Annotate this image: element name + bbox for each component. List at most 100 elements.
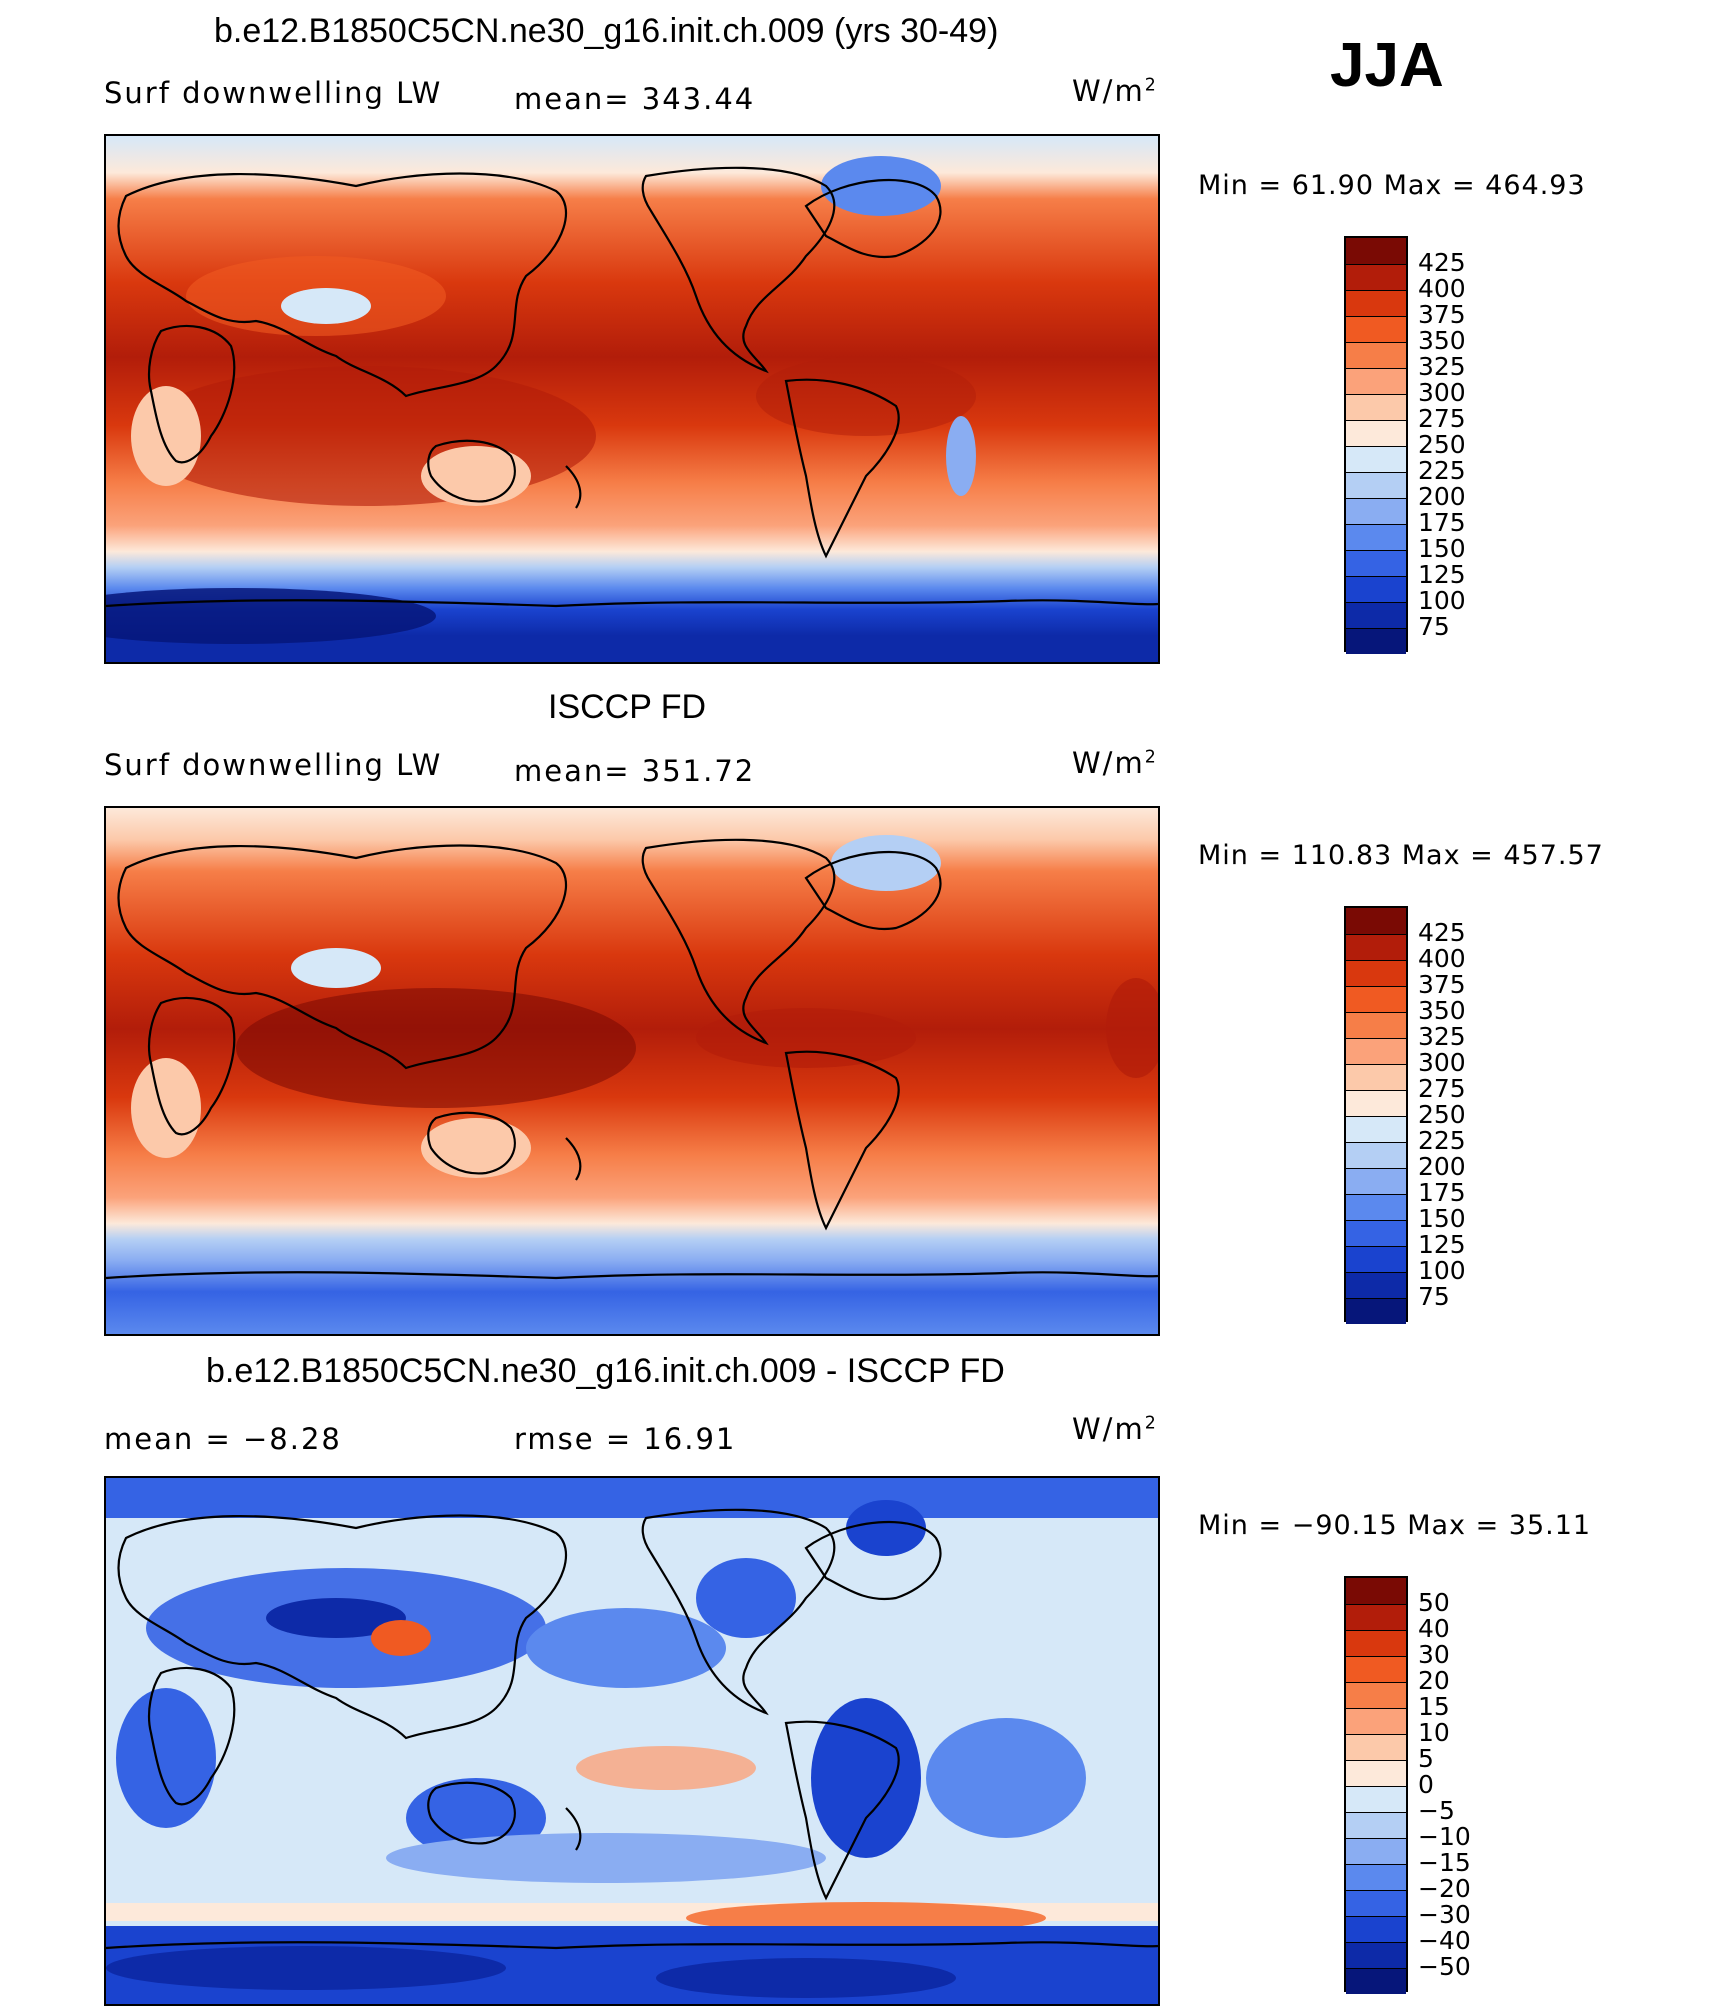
colorbar-tick-label: 400: [1418, 274, 1466, 303]
panel3-minmax: Min = −90.15 Max = 35.11: [1198, 1510, 1592, 1541]
panel1-title: b.e12.B1850C5CN.ne30_g16.init.ch.009 (yr…: [214, 12, 999, 50]
colorbar-swatch: [1346, 628, 1406, 654]
colorbar-swatch: [1346, 1064, 1406, 1090]
colorbar-swatch: [1346, 602, 1406, 628]
colorbar-swatch: [1346, 1968, 1406, 1994]
colorbar-tick-label: −5: [1418, 1796, 1455, 1825]
colorbar-tick-label: 225: [1418, 1126, 1466, 1155]
colorbar-tick-label: 150: [1418, 534, 1466, 563]
colorbar-tick-label: 75: [1418, 612, 1450, 641]
colorbar-tick-label: 100: [1418, 1256, 1466, 1285]
colorbar-tick-label: 15: [1418, 1692, 1450, 1721]
colorbar-swatch: [1346, 1246, 1406, 1272]
colorbar-swatch: [1346, 1142, 1406, 1168]
colorbar-tick-label: 375: [1418, 300, 1466, 329]
colorbar-tick-label: 175: [1418, 508, 1466, 537]
colorbar-tick-label: 0: [1418, 1770, 1434, 1799]
panel3-colorbar: [1344, 1576, 1408, 1994]
colorbar-swatch: [1346, 420, 1406, 446]
colorbar-swatch: [1346, 1734, 1406, 1760]
panel1-map: [104, 134, 1160, 664]
colorbar-swatch: [1346, 1890, 1406, 1916]
colorbar-tick-label: 300: [1418, 1048, 1466, 1077]
panel3-title: b.e12.B1850C5CN.ne30_g16.init.ch.009 - I…: [206, 1352, 1005, 1390]
colorbar-swatch: [1346, 446, 1406, 472]
panel3-mean-label: mean = −8.28: [104, 1422, 342, 1456]
colorbar-tick-label: 225: [1418, 456, 1466, 485]
colorbar-swatch: [1346, 472, 1406, 498]
colorbar-tick-label: −40: [1418, 1926, 1471, 1955]
panel1-mean-label: mean= 343.44: [514, 82, 756, 116]
colorbar-swatch: [1346, 316, 1406, 342]
colorbar-swatch: [1346, 1168, 1406, 1194]
colorbar-swatch: [1346, 1630, 1406, 1656]
colorbar-tick-label: 30: [1418, 1640, 1450, 1669]
colorbar-swatch: [1346, 1916, 1406, 1942]
colorbar-tick-label: 275: [1418, 404, 1466, 433]
colorbar-swatch: [1346, 908, 1406, 934]
colorbar-swatch: [1346, 238, 1406, 264]
colorbar-swatch: [1346, 498, 1406, 524]
colorbar-tick-label: 175: [1418, 1178, 1466, 1207]
colorbar-tick-label: 100: [1418, 586, 1466, 615]
colorbar-tick-label: −50: [1418, 1952, 1471, 1981]
colorbar-swatch: [1346, 1012, 1406, 1038]
colorbar-tick-label: 375: [1418, 970, 1466, 999]
colorbar-tick-label: 250: [1418, 1100, 1466, 1129]
panel2-title: ISCCP FD: [548, 688, 707, 726]
panel3-rmse-label: rmse = 16.91: [514, 1422, 737, 1456]
colorbar-swatch: [1346, 1682, 1406, 1708]
colorbar-tick-label: 275: [1418, 1074, 1466, 1103]
colorbar-swatch: [1346, 1272, 1406, 1298]
colorbar-swatch: [1346, 986, 1406, 1012]
colorbar-tick-label: 20: [1418, 1666, 1450, 1695]
colorbar-tick-label: 350: [1418, 996, 1466, 1025]
panel2-map: [104, 806, 1160, 1336]
season-label: JJA: [1330, 31, 1444, 100]
panel2-mean-label: mean= 351.72: [514, 754, 756, 788]
colorbar-swatch: [1346, 1656, 1406, 1682]
colorbar-swatch: [1346, 1090, 1406, 1116]
panel2-units: W/m2: [1072, 746, 1158, 780]
colorbar-tick-label: 5: [1418, 1744, 1434, 1773]
colorbar-tick-label: 75: [1418, 1282, 1450, 1311]
colorbar-swatch: [1346, 550, 1406, 576]
panel2-variable-label: Surf downwelling LW: [104, 748, 443, 782]
colorbar-swatch: [1346, 290, 1406, 316]
colorbar-swatch: [1346, 1220, 1406, 1246]
colorbar-swatch: [1346, 1604, 1406, 1630]
panel2-minmax: Min = 110.83 Max = 457.57: [1198, 840, 1604, 871]
colorbar-swatch: [1346, 1786, 1406, 1812]
colorbar-tick-label: 125: [1418, 560, 1466, 589]
panel3-map: [104, 1476, 1160, 2006]
colorbar-swatch: [1346, 1194, 1406, 1220]
colorbar-swatch: [1346, 1038, 1406, 1064]
colorbar-tick-label: 325: [1418, 1022, 1466, 1051]
colorbar-swatch: [1346, 1760, 1406, 1786]
colorbar-tick-label: 250: [1418, 430, 1466, 459]
colorbar-tick-label: 125: [1418, 1230, 1466, 1259]
colorbar-swatch: [1346, 394, 1406, 420]
colorbar-swatch: [1346, 342, 1406, 368]
colorbar-swatch: [1346, 576, 1406, 602]
colorbar-swatch: [1346, 1812, 1406, 1838]
panel1-variable-label: Surf downwelling LW: [104, 76, 443, 110]
colorbar-tick-label: 425: [1418, 918, 1466, 947]
colorbar-tick-label: 10: [1418, 1718, 1450, 1747]
colorbar-tick-label: 400: [1418, 944, 1466, 973]
colorbar-swatch: [1346, 264, 1406, 290]
colorbar-swatch: [1346, 1838, 1406, 1864]
colorbar-swatch: [1346, 1942, 1406, 1968]
colorbar-swatch: [1346, 1578, 1406, 1604]
colorbar-tick-label: 350: [1418, 326, 1466, 355]
colorbar-tick-label: 200: [1418, 1152, 1466, 1181]
colorbar-tick-label: −10: [1418, 1822, 1471, 1851]
colorbar-tick-label: 150: [1418, 1204, 1466, 1233]
panel2-colorbar: [1344, 906, 1408, 1324]
colorbar-swatch: [1346, 368, 1406, 394]
colorbar-swatch: [1346, 1864, 1406, 1890]
panel3-units: W/m2: [1072, 1412, 1158, 1446]
colorbar-tick-label: 200: [1418, 482, 1466, 511]
panel1-colorbar: [1344, 236, 1408, 654]
colorbar-tick-label: −30: [1418, 1900, 1471, 1929]
